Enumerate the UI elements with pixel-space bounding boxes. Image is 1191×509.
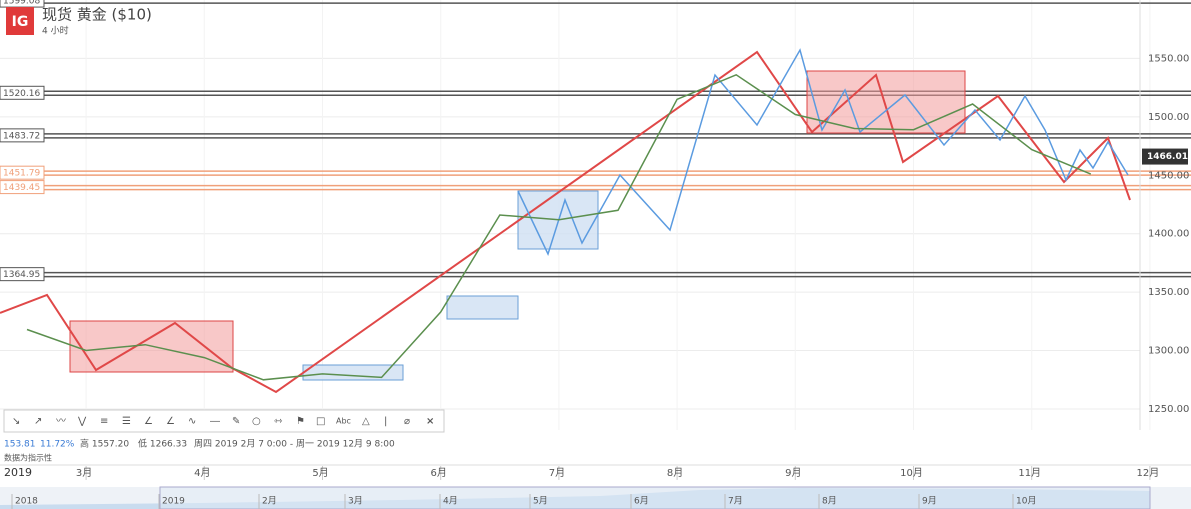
x-tick-label: 3月 — [76, 467, 92, 479]
box — [302, 364, 404, 381]
price — [26, 73, 1092, 381]
x-tick-label: 4月 — [194, 467, 210, 479]
level-label: 1451.79 — [3, 169, 40, 179]
tool-icon[interactable]: △ — [362, 416, 370, 427]
x-tick-label: 11月 — [1018, 467, 1041, 479]
tool-icon[interactable]: ○ — [252, 416, 261, 427]
tool-icon[interactable]: ✎ — [232, 416, 240, 427]
tool-icon[interactable]: ⇿ — [274, 416, 283, 427]
y-axis: 1250.00 1300.00 1350.00 1400.00 1450.00 1500.… — [1142, 53, 1189, 415]
wave-path — [517, 48, 1129, 257]
range: 周四 2019 2月 7 0:00 - 周一 2019 12月 9 8:00 — [194, 439, 395, 450]
note: 数据为指示性 — [4, 453, 52, 463]
tool-icon[interactable]: ≡ — [100, 416, 108, 427]
y-tick-label: 1550.00 — [1148, 53, 1189, 64]
x-tick-label: 8月 — [667, 467, 683, 479]
level-label: 1520.16 — [3, 89, 40, 99]
navigator-window[interactable] — [159, 486, 1151, 509]
tool-icon[interactable]: Abc — [336, 417, 351, 426]
change: 153.81 — [4, 440, 36, 450]
x-tick-label: 9月 — [785, 467, 801, 479]
y-tick-label: 1250.00 — [1148, 404, 1189, 415]
tool-icon[interactable]: ↘ — [12, 416, 20, 427]
tool-icon[interactable]: 〰 — [56, 416, 66, 427]
navigator-label: 8月 — [822, 496, 837, 507]
title: 现货 黄金 ($10) — [42, 6, 152, 24]
tool-icon[interactable]: ☰ — [122, 416, 131, 427]
current-price: 1466.01 — [1147, 152, 1188, 162]
x-tick-label: 5月 — [312, 467, 328, 479]
navigator-label: 2018 — [15, 497, 38, 507]
level-label-box — [0, 85, 45, 100]
trend-zigzag — [0, 50, 1131, 394]
interval: 4 小时 — [42, 25, 69, 37]
x-tick-label: 12月 — [1137, 467, 1160, 479]
navigator-labels: 2018 2019 2月 3月 4月 5月 6月 7月 8月 9月 10月 — [11, 494, 1036, 509]
toolbar-icons: ↘ ↗ 〰 ⋁ ≡ ☰ ∠ ∠ ∿ ― ✎ ○ ⇿ ⚑ □ Abc △ | ⌀ … — [12, 416, 434, 427]
y-tick-label: 1300.00 — [1148, 346, 1189, 357]
navigator-label: 3月 — [348, 496, 363, 507]
navigator-label: 2019 — [162, 497, 185, 507]
price-line — [26, 73, 1092, 381]
toolbar — [3, 409, 445, 433]
tool-icon[interactable]: ∠ — [166, 416, 175, 427]
navigator-label: 4月 — [443, 496, 458, 507]
tool-icon[interactable]: ↗ — [34, 416, 42, 427]
tool-icon[interactable]: ⋁ — [77, 416, 87, 427]
logo: IG — [12, 14, 29, 30]
tool-icon[interactable]: ⌀ — [404, 416, 410, 427]
x-tick-label: 7月 — [549, 467, 565, 479]
level-label: 1599.08 — [3, 0, 40, 7]
navigator-label: 10月 — [1016, 496, 1036, 507]
level-label: 1364.95 — [3, 270, 40, 280]
close-icon[interactable]: × — [426, 416, 434, 427]
tool-icon[interactable]: ⚑ — [296, 416, 305, 427]
x-year-label: 2019 — [4, 466, 32, 479]
tool-icon[interactable]: ― — [210, 416, 220, 427]
navigator-label: 2月 — [262, 496, 277, 507]
navigator-label: 5月 — [533, 496, 548, 507]
tool-icon[interactable]: ∿ — [188, 416, 196, 427]
levels: 1599.08 1520.16 1483.72 1451.79 1439.45 1364.… — [0, 0, 1191, 282]
y-tick-label: 1350.00 — [1148, 287, 1189, 298]
tool-icon[interactable]: □ — [316, 416, 325, 427]
current-price-box — [1142, 148, 1188, 165]
navigator-label: 7月 — [728, 496, 743, 507]
level-label-box — [0, 267, 45, 282]
tool-icon[interactable]: | — [384, 416, 387, 427]
navigator-label: 6月 — [634, 496, 649, 507]
high: 高 1557.20 — [80, 438, 129, 450]
level-label: 1483.72 — [3, 131, 40, 141]
y-tick-label: 1500.00 — [1148, 112, 1189, 123]
x-tick-label: 6月 — [431, 467, 447, 479]
level-label-box — [0, 165, 45, 180]
box — [446, 295, 519, 320]
logo-box — [6, 7, 34, 35]
x-axis: 3月 4月 5月 6月 7月 8月 9月 10月 11月 12月 — [76, 466, 1159, 480]
change-pct: 11.72% — [40, 440, 75, 450]
y-tick-label: 1450.00 — [1148, 170, 1189, 181]
y-tick-label: 1400.00 — [1148, 229, 1189, 240]
level-label-box — [0, 128, 45, 143]
navigator-label: 9月 — [922, 496, 937, 507]
low: 低 1266.33 — [138, 438, 187, 450]
x-tick-label: 10月 — [900, 467, 923, 479]
level-label: 1439.45 — [3, 183, 40, 193]
tool-icon[interactable]: ∠ — [144, 416, 153, 427]
level-label-box — [0, 180, 45, 195]
box — [806, 70, 966, 134]
